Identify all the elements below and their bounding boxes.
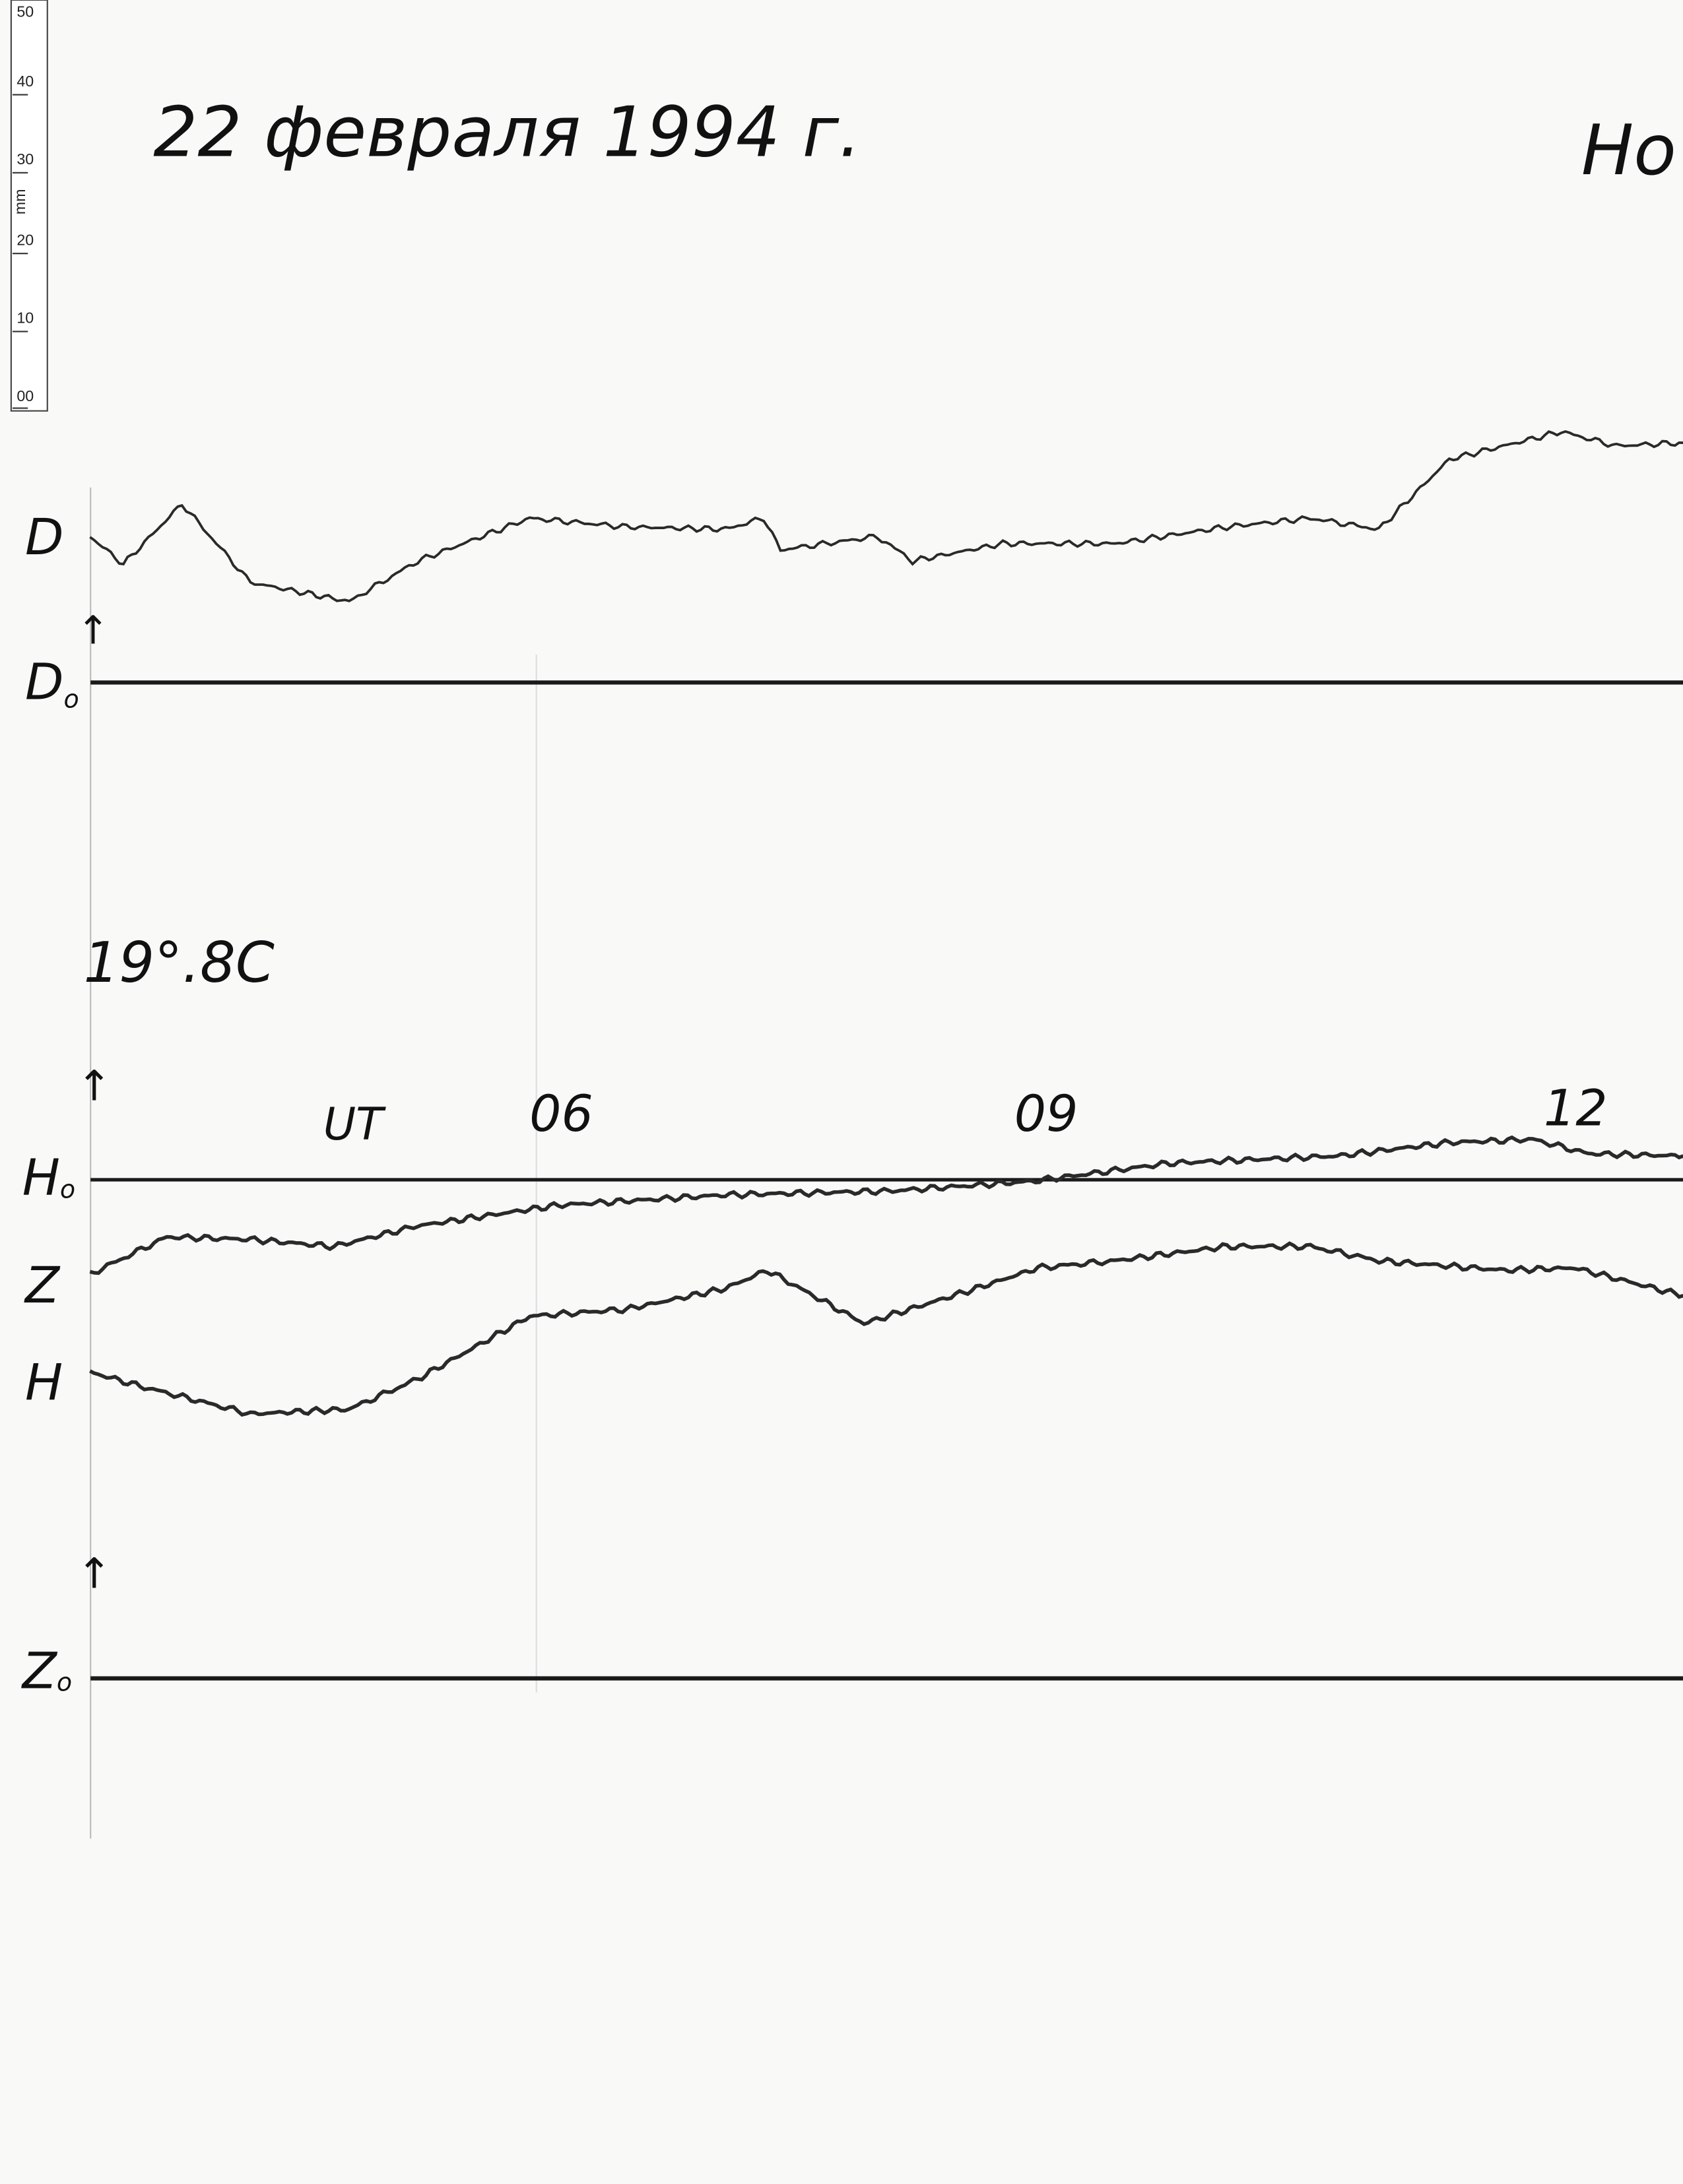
label-Z: Z (24, 1256, 61, 1314)
traces (89, 430, 1683, 1417)
trace-Z (89, 1135, 1683, 1275)
ruler-tick-30: 30 (16, 150, 34, 168)
label-D: D (25, 507, 64, 566)
ruler-unit: mm (11, 189, 28, 214)
ut-label: UT (323, 1098, 386, 1150)
tick-06: 06 (529, 1084, 593, 1143)
temperature-label: 19°.8C (84, 930, 275, 995)
label-H0: Ho (22, 1148, 75, 1207)
label-Z0: Zo (21, 1641, 72, 1700)
trace-H (89, 1241, 1683, 1417)
ruler-tick-50: 50 (16, 3, 34, 20)
ruler-tick-00: 00 (16, 387, 34, 404)
label-H: H (25, 1353, 63, 1412)
mm-ruler: 50 40 30 mm 20 10 00 (10, 0, 48, 412)
arrow-H0: ↑ (77, 1062, 112, 1110)
label-D0: Do (25, 653, 79, 714)
tick-12: 12 (1544, 1079, 1608, 1138)
tick-09: 09 (1014, 1084, 1078, 1143)
arrow-Z0: ↑ (77, 1549, 112, 1598)
date-title: 22 февраля 1994 г. (153, 91, 861, 172)
station-label: Но (1581, 110, 1676, 191)
arrow-D: ↑ (77, 607, 110, 653)
ruler-tick-10: 10 (16, 309, 34, 327)
trace-D (89, 430, 1683, 602)
ruler-tick-40: 40 (16, 73, 34, 90)
ruler-tick-20: 20 (16, 232, 34, 249)
